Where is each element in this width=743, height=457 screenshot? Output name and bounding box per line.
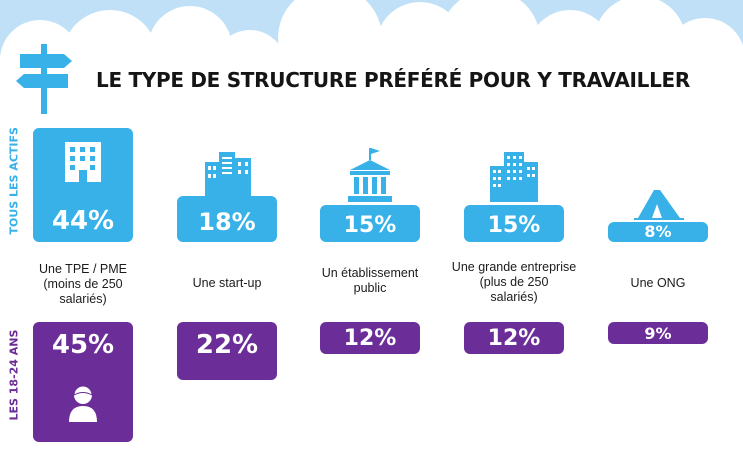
- bar-young-public: 12%: [320, 322, 420, 354]
- bar-young-startup: 22%: [177, 322, 277, 380]
- page-title: LE TYPE DE STRUCTURE PRÉFÉRÉ POUR Y TRAV…: [96, 68, 691, 92]
- skyscraper-icon: [490, 152, 538, 202]
- pct-all-public: 15%: [343, 213, 397, 238]
- bar-all-large: 15%: [464, 205, 564, 242]
- clouds-decoration: [0, 0, 743, 60]
- bar-all-tpe: 44%: [33, 128, 133, 242]
- tent-icon: [634, 190, 684, 220]
- row-label-all: TOUS LES ACTIFS: [7, 127, 21, 235]
- bar-all-ngo: 8%: [608, 222, 708, 242]
- bar-young-ngo: 9%: [608, 322, 708, 344]
- category-label-tpe: Une TPE / PME (moins de 250 salariés): [39, 262, 127, 306]
- pct-all-large: 15%: [487, 213, 541, 238]
- person-icon: [69, 385, 97, 422]
- pct-all-tpe: 44%: [51, 206, 115, 236]
- bar-young-large: 12%: [464, 322, 564, 354]
- signpost-icon: [16, 44, 72, 114]
- pct-all-startup: 18%: [198, 208, 256, 236]
- bar-young-tpe: 45%: [33, 322, 133, 442]
- bar-all-startup: 18%: [177, 196, 277, 242]
- pct-young-ngo: 9%: [644, 324, 672, 343]
- pct-young-large: 12%: [487, 326, 541, 351]
- category-label-ngo: Une ONG: [630, 276, 686, 290]
- pct-all-ngo: 8%: [644, 222, 672, 241]
- pct-young-tpe: 45%: [51, 330, 115, 360]
- category-label-large: Une grande entreprise (plus de 250 salar…: [451, 260, 577, 304]
- row-label-young: LES 18-24 ANS: [7, 329, 21, 421]
- office-building-icon: [65, 142, 101, 182]
- pct-young-startup: 22%: [195, 330, 259, 360]
- pct-young-public: 12%: [343, 326, 397, 351]
- public-building-icon: [348, 148, 392, 202]
- city-buildings-icon: [205, 152, 251, 196]
- category-label-public: Un établissement public: [321, 266, 419, 295]
- category-label-startup: Une start-up: [192, 276, 262, 290]
- bar-all-public: 15%: [320, 205, 420, 242]
